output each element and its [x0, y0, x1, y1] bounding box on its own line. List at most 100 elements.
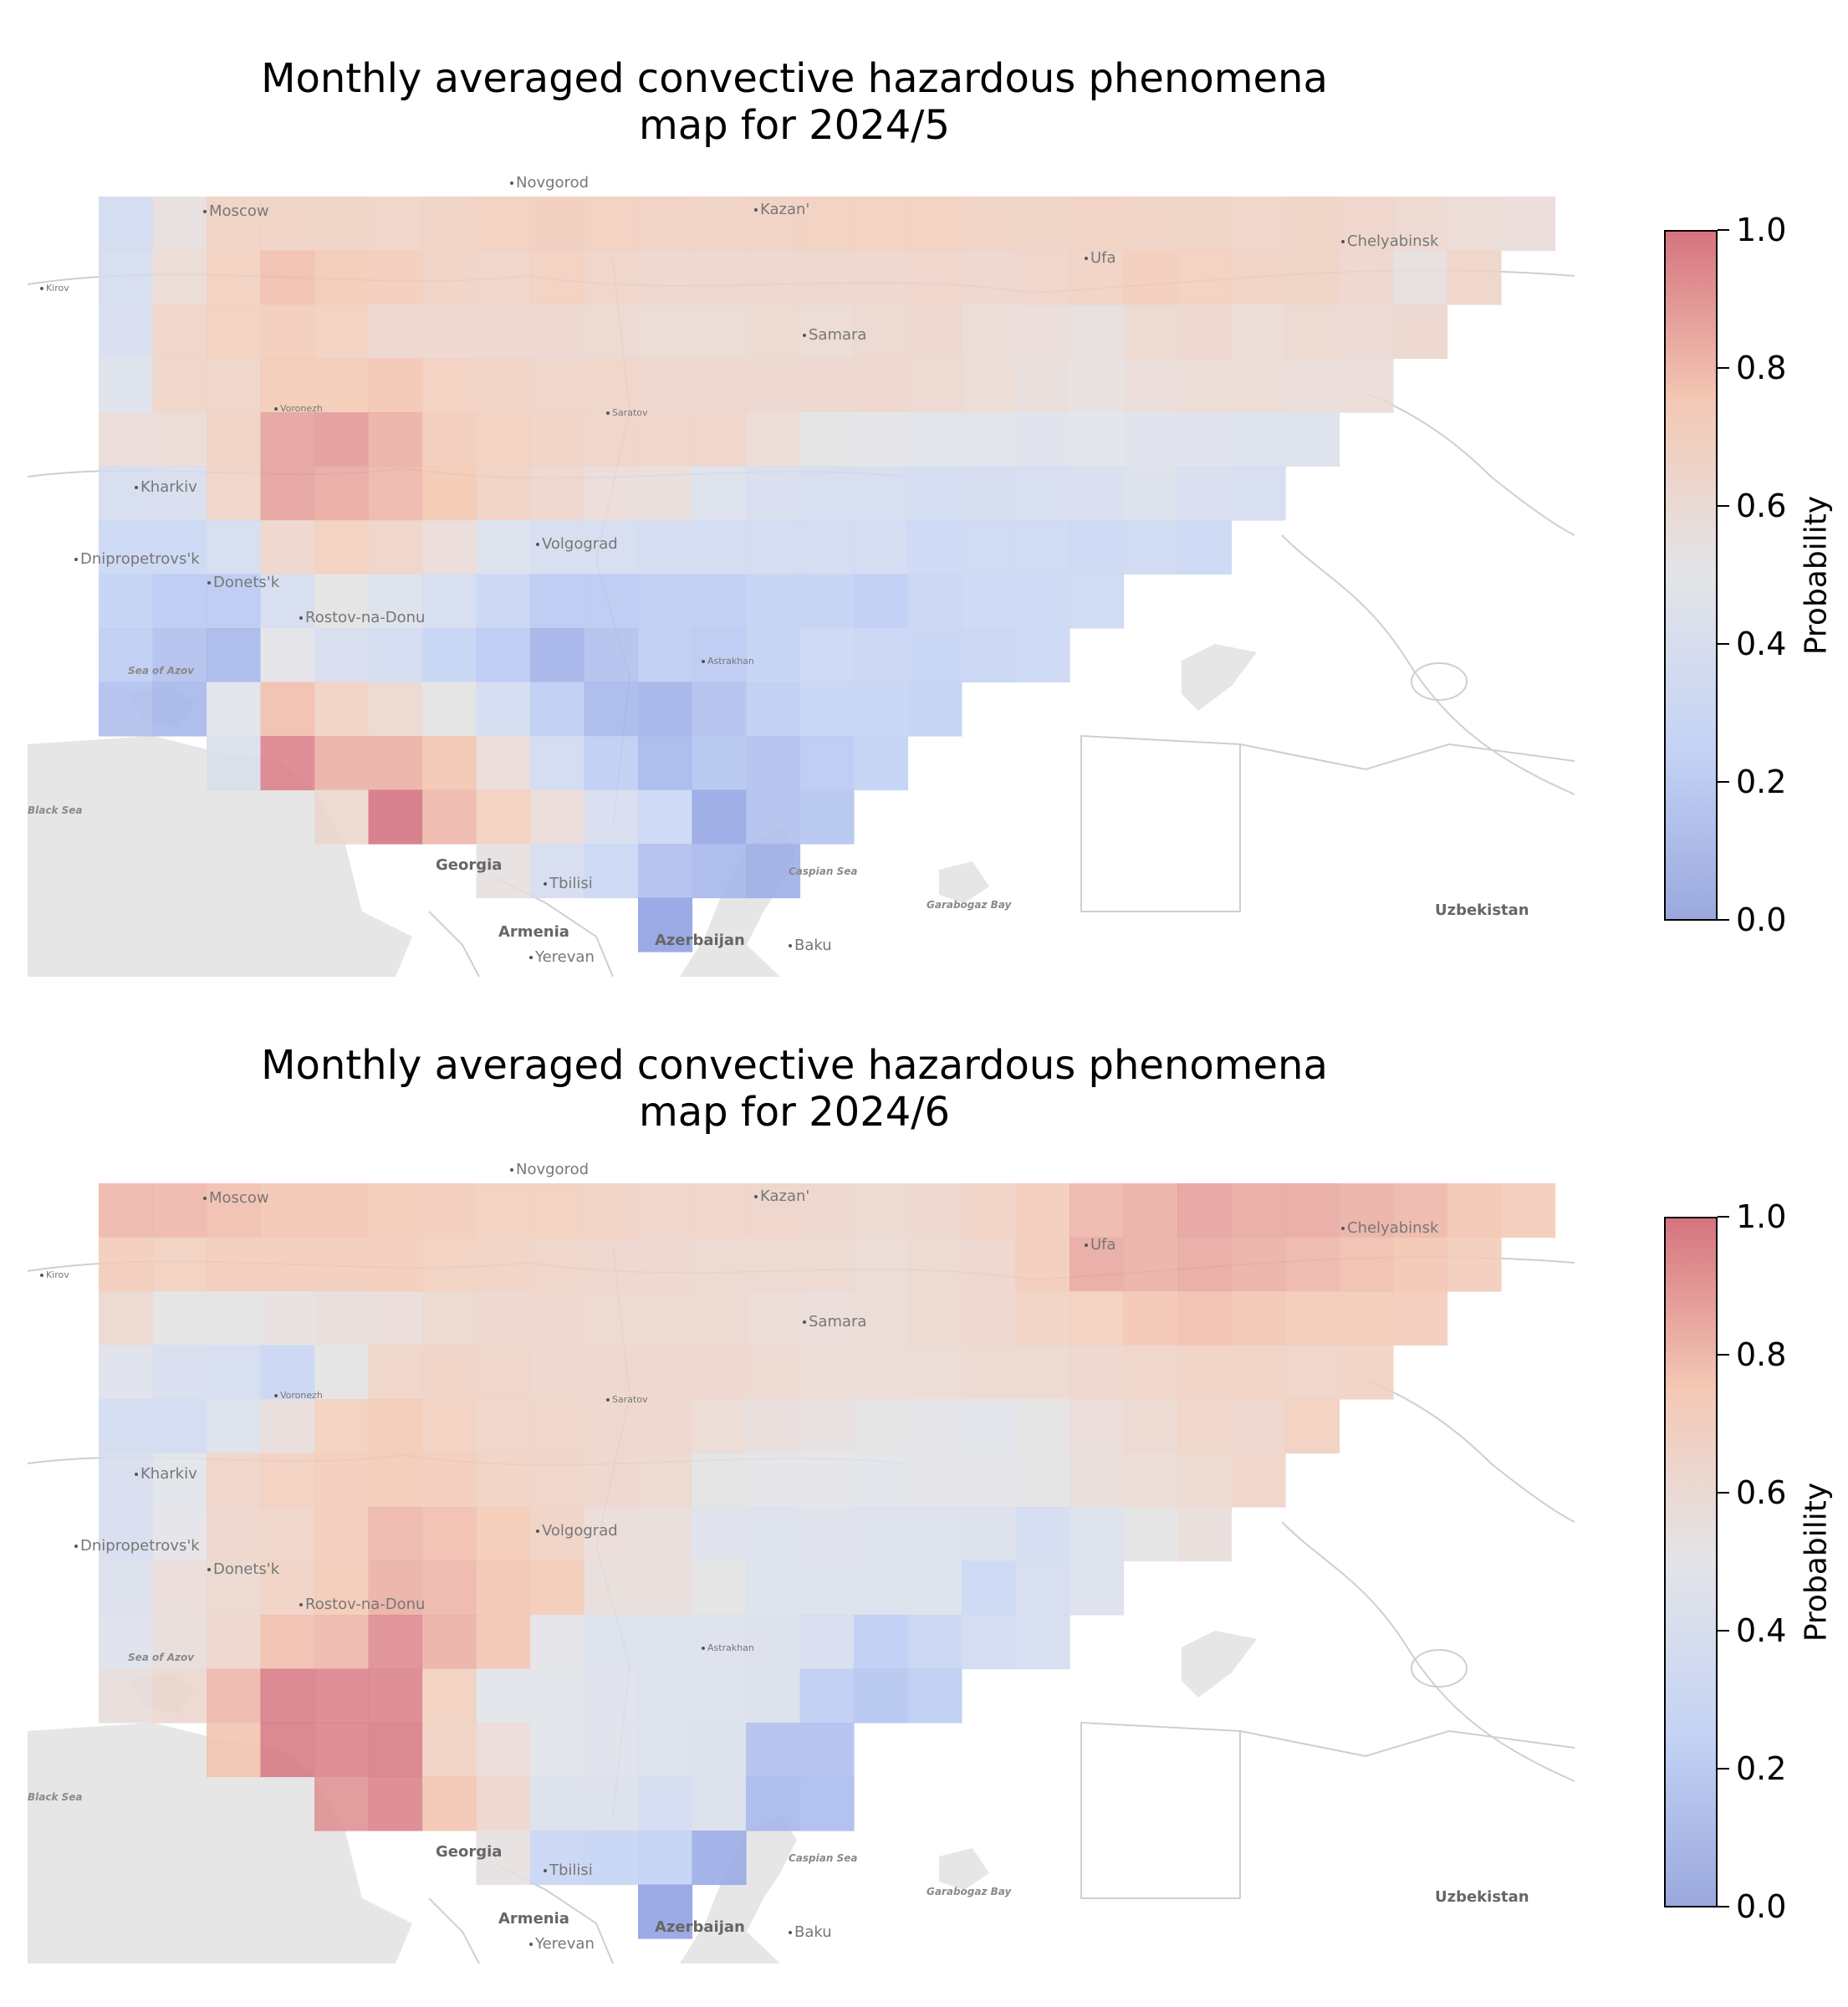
grid-cell — [1015, 628, 1070, 683]
grid-cell — [314, 1560, 370, 1616]
grid-cell — [638, 1615, 693, 1670]
grid-cell — [1015, 1507, 1070, 1562]
grid-cell — [314, 574, 370, 629]
grid-cell — [854, 628, 909, 683]
grid-cell — [962, 1291, 1017, 1346]
grid-cell — [1015, 1453, 1070, 1508]
grid-cell — [152, 1183, 207, 1238]
grid-cell — [260, 736, 315, 791]
title-line-1: Monthly averaged convective hazardous ph… — [261, 1042, 1328, 1089]
grid-cell — [692, 1507, 747, 1562]
grid-cell — [1339, 1237, 1394, 1292]
grid-cell — [692, 1776, 747, 1831]
grid-cell — [1069, 1237, 1125, 1292]
grid-cell — [476, 1291, 531, 1346]
grid-cell — [368, 682, 423, 737]
grid-cell — [260, 1560, 315, 1616]
grid-cell — [1501, 197, 1556, 252]
grid-cell — [368, 1291, 423, 1346]
grid-cell — [962, 358, 1017, 413]
grid-cell — [638, 304, 693, 360]
grid-cell — [1015, 1615, 1070, 1670]
grid-cell — [584, 1776, 639, 1831]
grid-cell — [1339, 304, 1394, 360]
grid-cell — [207, 1183, 262, 1238]
grid-cell — [692, 1291, 747, 1346]
grid-cell — [692, 358, 747, 413]
grid-cell — [476, 1831, 531, 1886]
grid-cell — [638, 1560, 693, 1616]
grid-cell — [854, 1237, 909, 1292]
grid-cell — [260, 1399, 315, 1454]
grid-cell — [1069, 197, 1125, 252]
grid-cell — [1447, 197, 1502, 252]
grid-cell — [152, 1507, 207, 1562]
grid-cell — [584, 197, 639, 252]
grid-cell — [799, 304, 855, 360]
grid-cell — [1069, 1453, 1125, 1508]
grid-cell — [799, 1668, 855, 1724]
grid-cell — [476, 1560, 531, 1616]
city-label: Tbilisi — [544, 875, 593, 892]
grid-cell — [368, 250, 423, 305]
grid-cell — [152, 628, 207, 683]
grid-cell — [476, 1237, 531, 1292]
grid-cell — [1393, 197, 1448, 252]
grid-cell — [799, 412, 855, 467]
colorbar-gradient — [1664, 230, 1718, 921]
grid-cell — [799, 250, 855, 305]
grid-cell — [962, 250, 1017, 305]
grid-cell — [962, 628, 1017, 683]
grid-cell — [638, 1345, 693, 1400]
city-label: Ufa — [1085, 1236, 1116, 1254]
grid-cell — [1231, 197, 1286, 252]
grid-cell — [207, 466, 262, 521]
grid-cell — [638, 358, 693, 413]
grid-cell — [638, 574, 693, 629]
grid-cell — [1231, 1237, 1286, 1292]
grid-cell — [854, 250, 909, 305]
grid-cell — [476, 736, 531, 791]
grid-cell — [260, 1668, 315, 1724]
grid-cell — [638, 412, 693, 467]
grid-cell — [962, 1345, 1017, 1400]
grid-cell — [99, 1291, 154, 1346]
grid-cell — [260, 466, 315, 521]
grid-cell — [476, 789, 531, 845]
grid-cell — [799, 1723, 855, 1778]
grid-cell — [692, 844, 747, 899]
grid-cell — [152, 412, 207, 467]
city-label: Astrakhan — [702, 656, 754, 666]
grid-cell — [1069, 250, 1125, 305]
grid-cell — [1285, 250, 1340, 305]
grid-cell — [260, 1453, 315, 1508]
grid-cell — [692, 1453, 747, 1508]
grid-cell — [99, 412, 154, 467]
grid-cell — [476, 466, 531, 521]
grid-cell — [1393, 1291, 1448, 1346]
grid-cell — [152, 250, 207, 305]
grid-cell — [314, 1668, 370, 1724]
grid-cell — [207, 682, 262, 737]
grid-cell — [638, 1291, 693, 1346]
grid-cell — [530, 1668, 585, 1724]
grid-cell — [260, 197, 315, 252]
grid-cell — [962, 1237, 1017, 1292]
grid-cell — [1015, 197, 1070, 252]
grid-cell — [907, 1560, 962, 1616]
grid-cell — [692, 412, 747, 467]
grid-cell — [746, 250, 801, 305]
grid-cell — [530, 1831, 585, 1886]
grid-cell — [584, 1399, 639, 1454]
grid-cell — [207, 304, 262, 360]
grid-cell — [907, 197, 962, 252]
grid-cell — [422, 520, 477, 575]
grid-cell — [368, 1345, 423, 1400]
grid-cell — [530, 412, 585, 467]
grid-cell — [692, 304, 747, 360]
grid-cell — [854, 304, 909, 360]
grid-cell — [907, 358, 962, 413]
grid-cell — [422, 1291, 477, 1346]
grid-cell — [962, 574, 1017, 629]
country-label: Georgia — [436, 1843, 503, 1861]
